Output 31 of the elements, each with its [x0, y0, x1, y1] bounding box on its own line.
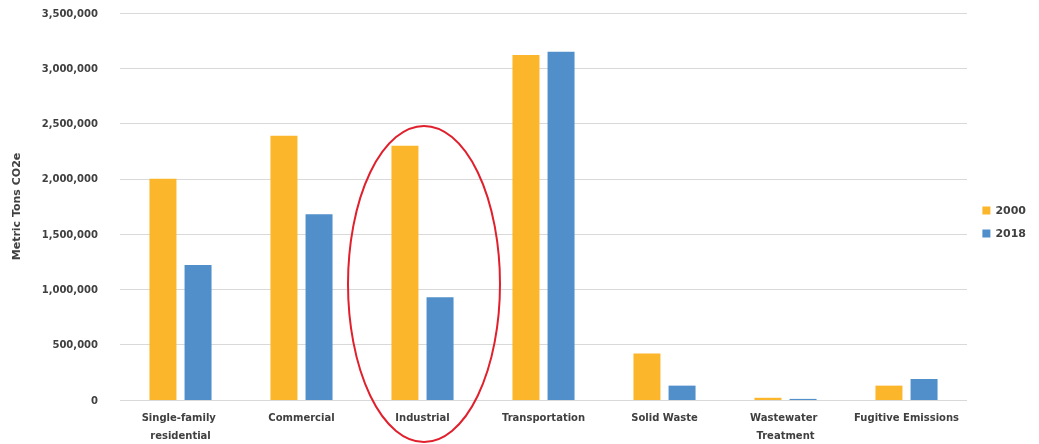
- bar: [875, 385, 903, 400]
- y-tick-label: 1,500,000: [41, 228, 99, 240]
- bar: [547, 51, 575, 400]
- y-tick-label: 3,000,000: [41, 62, 99, 74]
- bar: [305, 214, 333, 400]
- x-tick-label: Industrial: [395, 411, 450, 423]
- y-tick-label: 500,000: [52, 339, 99, 351]
- y-tick-label: 0: [91, 394, 99, 406]
- y-axis-title: Metric Tons CO2e: [10, 152, 23, 261]
- bar: [668, 385, 696, 400]
- x-tick-label: Transportation: [501, 411, 586, 423]
- bar: [754, 397, 782, 400]
- legend-label: 2000: [995, 204, 1027, 217]
- x-tick-label: Solid Waste: [631, 411, 698, 423]
- bar: [910, 378, 938, 400]
- x-tick-label: Wastewater Treatment: [750, 411, 821, 441]
- bar: [426, 297, 454, 400]
- y-tick-label: 2,000,000: [41, 173, 99, 185]
- bar: [149, 178, 177, 400]
- legend-label: 2018: [995, 227, 1027, 240]
- y-tick-label: 3,500,000: [41, 7, 99, 19]
- x-tick-label: Single-family residential: [141, 411, 220, 441]
- x-tick-label: Fugitive Emissions: [854, 411, 960, 423]
- bar: [270, 135, 298, 400]
- bar: [391, 145, 419, 400]
- y-tick-label: 1,000,000: [41, 283, 99, 295]
- y-tick-label: 2,500,000: [41, 118, 99, 130]
- bar: [633, 353, 661, 400]
- x-tick-label: Commercial: [268, 411, 335, 423]
- bar: [184, 265, 212, 400]
- bar: [512, 55, 540, 400]
